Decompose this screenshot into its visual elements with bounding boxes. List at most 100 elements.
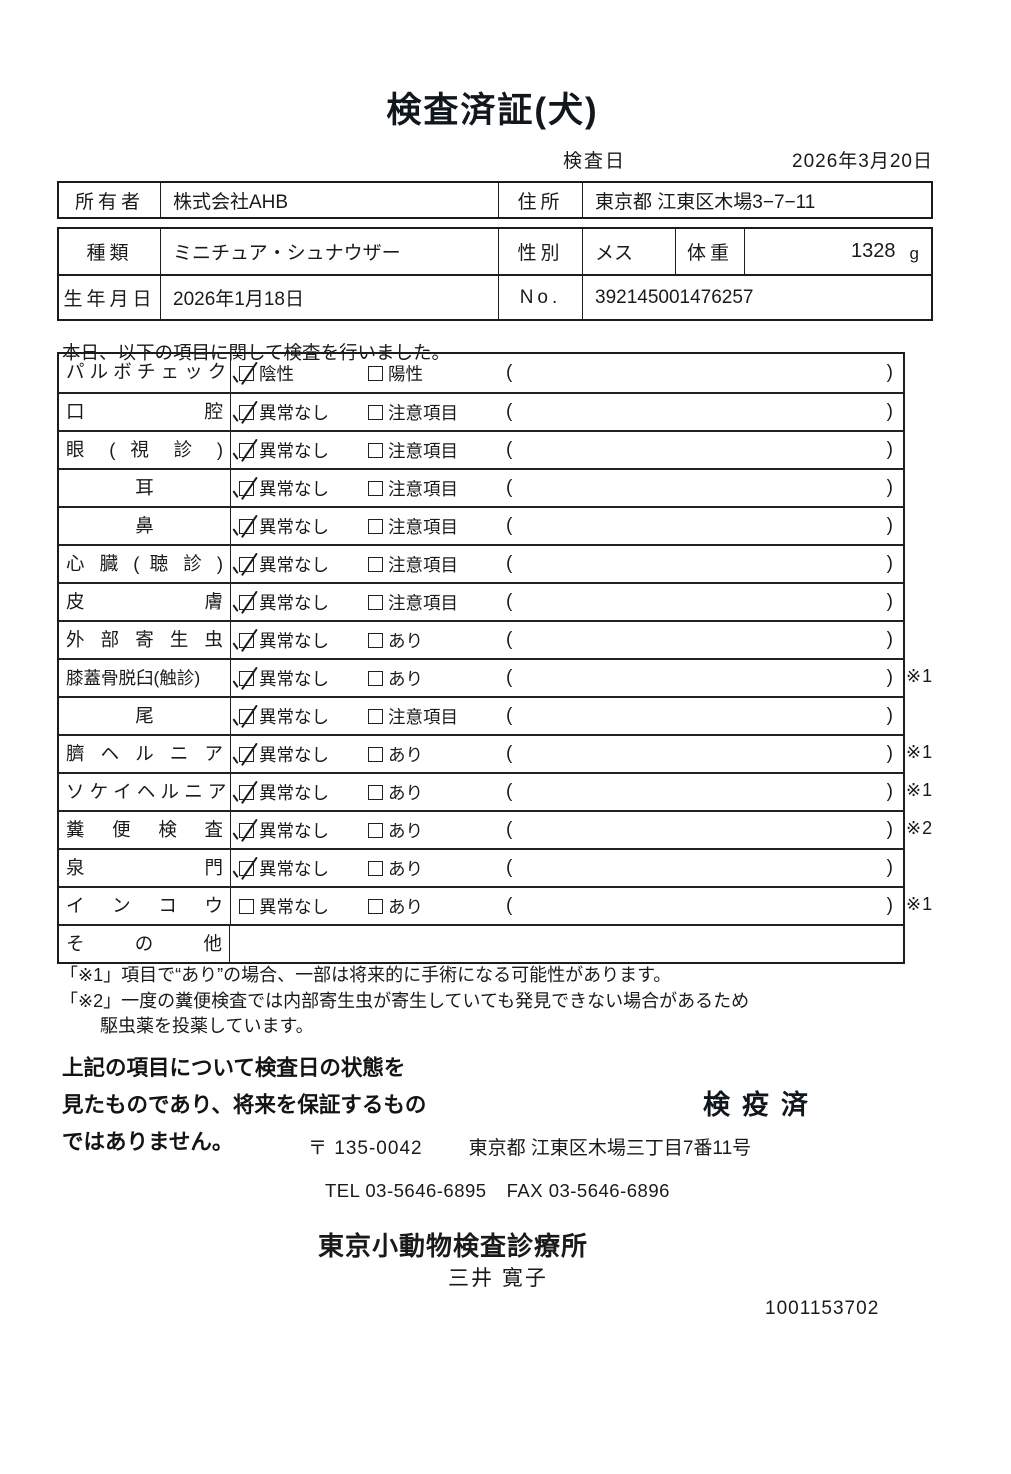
checklist-row-eyes: 眼 ( 視 診 ) 異常なし 注意項目 () [59,430,903,468]
checkbox-empty-icon [368,404,383,420]
option-present: あり [368,742,506,767]
checkbox-empty-icon [368,518,383,534]
option-normal: 異常なし [239,704,368,729]
option-caution: 注意項目 [368,514,506,539]
weight-label: 体重 [675,229,744,274]
row-label: 糞 便 検 査 [66,819,223,840]
option-normal: 異常なし [239,628,368,653]
checkbox-checked-icon [239,746,254,762]
checkbox-empty-icon [368,632,383,648]
sex-label: 性別 [498,229,582,274]
no-label: No. [498,276,582,319]
page-title: 検査済証(犬) [386,91,599,130]
paren-close: ) [886,362,893,383]
checkbox-empty-icon [368,860,383,876]
option-normal: 異常なし [239,894,368,919]
checkbox-empty-icon [368,480,383,496]
owner-row: 所有者 株式会社AHB 住所 東京都 江東区木場3−7−11 [59,183,931,217]
checklist-row-parvo: パ ル ボ チ ェ ッ ク 陰性 陽性 () [59,354,903,392]
option-present: あり [368,894,506,919]
row-label: 皮 膚 [66,591,223,612]
checkbox-empty-icon [368,746,383,762]
checkbox-checked-icon [239,518,254,534]
document-serial-number: 1001153702 [765,1298,880,1319]
owner-value: 株式会社AHB [160,183,498,217]
birth-row: 生年月日 2026年1月18日 No. 392145001476257 [59,274,931,319]
option-present: あり [368,856,506,881]
checklist-row-patella: 膝蓋骨脱臼(触診) 異常なし あり () ※1 [59,658,932,696]
checklist-row-umbilical-hernia: 臍 ヘ ル ニ ア 異常なし あり () ※1 [59,734,932,772]
checkbox-checked-icon [239,708,254,724]
sex-value: メス [582,229,675,274]
row-label: 耳 [135,477,154,498]
checklist-row-inguinal-hernia: ソ ケ イ ヘ ル ニ ア 異常なし あり () ※1 [59,772,932,810]
ref-note: ※2 [906,818,934,838]
checkbox-empty-icon [368,594,383,610]
option-present: あり [368,818,506,843]
option-negative: 陰性 [239,361,368,386]
option-normal: 異常なし [239,438,368,463]
exam-date-label: 検査日 [563,151,627,172]
checkbox-checked-icon [239,556,254,572]
checkbox-empty-icon [368,784,383,800]
ref-note: ※1 [906,894,934,914]
row-label: ソ ケ イ ヘ ル ニ ア [66,781,227,802]
checkbox-checked-icon [239,670,254,686]
footnote-1: 「※1」項目で“あり”の場合、一部は将来的に手術になる可能性があります。 [60,965,672,985]
option-normal: 異常なし [239,780,368,805]
option-present: あり [368,666,506,691]
checkbox-checked-icon [239,860,254,876]
clinic-telfax-line: TEL 03-5646-6895 FAX 03-5646-6896 [325,1180,670,1202]
checkbox-empty-icon [368,670,383,686]
option-caution: 注意項目 [368,400,506,425]
row-label: 膝蓋骨脱臼(触診) [66,668,201,688]
birth-label: 生年月日 [63,289,156,310]
checkbox-empty-icon [368,556,383,572]
option-caution: 注意項目 [368,552,506,577]
option-caution: 注意項目 [368,590,506,615]
option-normal: 異常なし [239,742,368,767]
row-label: 口 腔 [66,401,223,422]
clinic-fax: FAX 03-5646-6896 [506,1180,670,1201]
ref-note: ※1 [906,780,934,800]
checkbox-empty-icon [239,898,254,914]
option-present: あり [368,628,506,653]
row-label: 臍 ヘ ル ニ ア [66,743,223,764]
other-value [230,926,903,962]
checklist-row-nose: 鼻 異常なし 注意項目 () [59,506,903,544]
option-normal: 異常なし [239,818,368,843]
exam-date-value: 2026年3月20日 [792,151,933,172]
ref-note: ※1 [906,666,934,686]
checklist-row-fecal-exam: 糞 便 検 査 異常なし あり () ※2 [59,810,932,848]
option-caution: 注意項目 [368,476,506,501]
footnote-2: 「※2」一度の糞便検査では内部寄生虫が寄生していても発見できない場合があるため [60,990,750,1011]
checkbox-empty-icon [368,708,383,724]
birth-value: 2026年1月18日 [160,276,498,319]
exam-date-line: 検査日 2026年3月20日 [57,146,933,172]
option-caution: 注意項目 [368,704,506,729]
row-label: 外 部 寄 生 虫 [66,629,223,650]
disclaimer: 上記の項目について検査日の状態を 見たものであり、将来を保証するもの ではありま… [62,1056,427,1154]
checkbox-checked-icon [239,632,254,648]
checkbox-empty-icon [368,822,383,838]
row-label: 尾 [135,705,154,726]
option-normal: 異常なし [239,400,368,425]
checkbox-empty-icon [368,365,383,381]
pet-table: 種類 ミニチュア・シュナウザー 性別 メス 体重 1328 g 生年月日 202… [57,227,933,321]
row-label: 心 臓 ( 聴 診 ) [66,553,223,574]
checklist-row-tail: 尾 異常なし 注意項目 () [59,696,903,734]
row-label: そ の 他 [59,926,230,962]
weight-unit: g [909,243,919,263]
checkbox-checked-icon [239,480,254,496]
footnote-2-cont: 駆虫薬を投薬しています。 [100,1016,314,1036]
address-value: 東京都 江東区木場3−7−11 [582,183,931,217]
breed-value: ミニチュア・シュナウザー [160,229,498,274]
row-label: パ ル ボ チ ェ ッ ク [66,361,227,382]
option-present: あり [368,780,506,805]
checklist-row-heart: 心 臓 ( 聴 診 ) 異常なし 注意項目 () [59,544,903,582]
breed-row: 種類 ミニチュア・シュナウザー 性別 メス 体重 1328 g [59,229,931,274]
checkbox-checked-icon [239,594,254,610]
owner-label: 所有者 [74,191,144,213]
checkbox-checked-icon [239,404,254,420]
